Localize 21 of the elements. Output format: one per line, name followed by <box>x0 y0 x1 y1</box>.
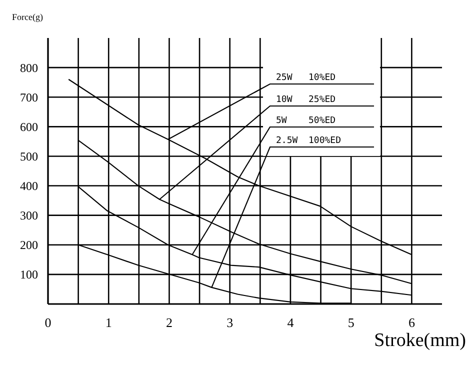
y-axis-title: Force(g) <box>12 12 43 22</box>
x-tick-label: 2 <box>166 315 172 330</box>
y-tick-label: 400 <box>20 179 38 194</box>
x-tick-label: 4 <box>287 315 294 330</box>
y-tick-label: 500 <box>20 149 38 164</box>
annotation: 5W 50%ED <box>276 116 336 126</box>
x-tick-label: 5 <box>348 315 354 330</box>
annotation: 10W 25%ED <box>276 95 336 105</box>
x-tick-label: 0 <box>44 315 52 330</box>
x-tick-label: 3 <box>226 315 234 330</box>
y-tick-label: 600 <box>20 120 38 134</box>
annotation: 25W 10%ED <box>276 73 336 83</box>
y-tick-label: 200 <box>20 238 38 252</box>
y-tick-label: 100 <box>20 268 38 282</box>
y-tick-label: 700 <box>20 90 38 104</box>
x-axis-title: Stroke(mm) <box>374 330 466 352</box>
y-tick-label: 800 <box>20 60 38 75</box>
x-tick-label: 6 <box>408 315 416 330</box>
y-tick-label: 300 <box>20 208 38 223</box>
x-tick-label: 1 <box>105 315 112 330</box>
annotation: 2.5W 100%ED <box>276 136 342 146</box>
